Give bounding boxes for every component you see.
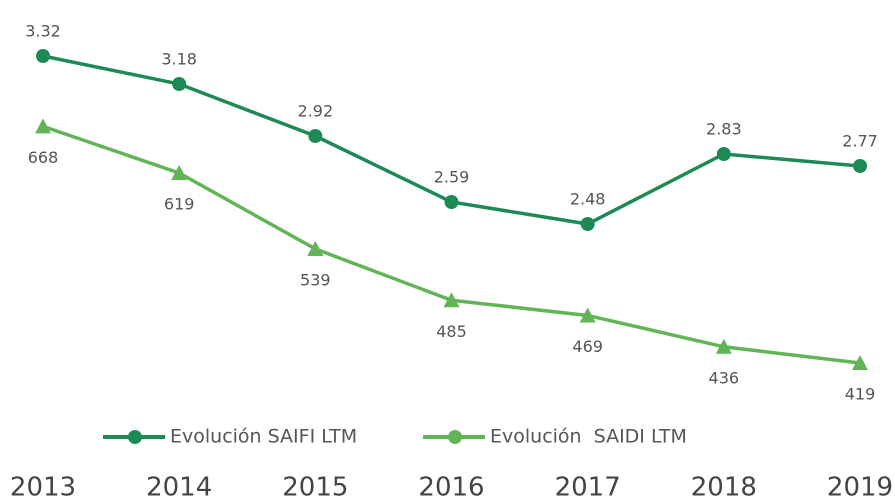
data-label: 2.83	[706, 120, 742, 139]
data-label: 2.59	[434, 168, 470, 187]
data-label: 3.32	[25, 22, 61, 41]
data-label: 2.92	[298, 102, 334, 121]
point-marker	[715, 338, 732, 354]
data-label: 436	[709, 368, 740, 387]
data-label: 419	[845, 384, 876, 403]
point-marker	[443, 292, 460, 308]
point-marker	[853, 159, 867, 173]
legend-label: Evolución SAIDI LTM	[490, 426, 687, 448]
data-label: 619	[164, 194, 195, 213]
point-marker	[716, 147, 731, 161]
data-label: 485	[436, 322, 467, 341]
point-marker	[580, 217, 595, 231]
data-label: 2.48	[570, 190, 606, 209]
legend-marker	[128, 430, 142, 444]
point-marker	[171, 164, 188, 180]
point-marker	[444, 195, 459, 209]
x-tick-label: 2014	[146, 473, 212, 502]
data-label: 469	[572, 337, 603, 356]
point-marker	[579, 307, 596, 323]
x-tick-label: 2017	[555, 473, 621, 502]
point-marker	[36, 49, 50, 63]
point-marker	[307, 240, 324, 256]
data-label: 3.18	[161, 50, 197, 69]
x-tick-label: 2015	[282, 473, 348, 502]
x-tick-label: 2018	[691, 473, 757, 502]
x-tick-label: 2013	[10, 473, 76, 502]
data-label: 2.77	[842, 132, 878, 151]
point-marker	[35, 118, 51, 134]
x-tick-label: 2019	[827, 473, 893, 502]
x-tick-label: 2016	[418, 473, 484, 502]
legend-marker	[448, 430, 462, 444]
point-marker	[852, 354, 868, 370]
data-label: 668	[28, 148, 59, 167]
legend-label: Evolución SAIFI LTM	[170, 426, 357, 448]
data-label: 539	[300, 270, 331, 289]
point-marker	[308, 129, 323, 143]
point-marker	[172, 77, 187, 91]
